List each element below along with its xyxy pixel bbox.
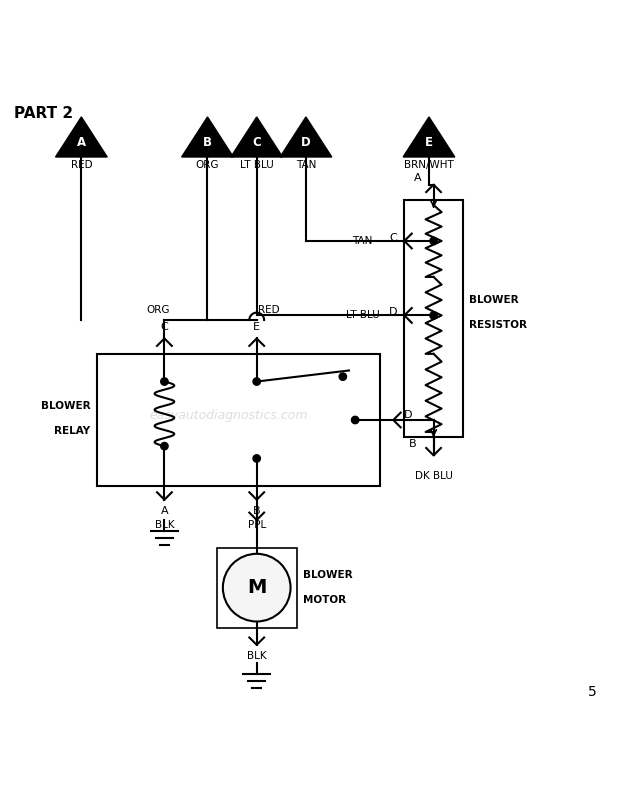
Text: C: C <box>389 233 397 243</box>
Text: D: D <box>389 307 397 318</box>
Circle shape <box>352 416 359 424</box>
Text: A: A <box>77 135 86 149</box>
Text: M: M <box>247 578 266 597</box>
Text: D: D <box>404 410 413 420</box>
Text: PART 2: PART 2 <box>14 106 73 122</box>
Polygon shape <box>280 117 332 157</box>
Circle shape <box>339 373 347 380</box>
Text: BLOWER: BLOWER <box>469 295 519 305</box>
Text: BLOWER: BLOWER <box>41 402 91 411</box>
Text: 5: 5 <box>588 686 596 699</box>
Text: E: E <box>253 322 260 332</box>
Text: E: E <box>425 135 433 149</box>
Circle shape <box>253 454 260 462</box>
Text: C: C <box>161 322 168 332</box>
Polygon shape <box>403 117 455 157</box>
Text: B: B <box>408 438 417 449</box>
Text: RESISTOR: RESISTOR <box>469 320 527 330</box>
Text: RELAY: RELAY <box>54 426 91 436</box>
Circle shape <box>161 442 168 450</box>
Text: RED: RED <box>70 160 92 170</box>
Bar <box>404 200 463 437</box>
Text: RED: RED <box>258 305 280 315</box>
Polygon shape <box>231 117 282 157</box>
Polygon shape <box>182 117 234 157</box>
Text: B: B <box>203 135 212 149</box>
Text: D: D <box>301 135 311 149</box>
Bar <box>97 354 379 486</box>
Text: DK BLU: DK BLU <box>415 470 452 481</box>
Text: A: A <box>161 506 168 516</box>
Text: BLK: BLK <box>154 520 174 530</box>
Text: LT BLU: LT BLU <box>346 310 379 321</box>
Polygon shape <box>56 117 107 157</box>
Text: A: A <box>415 173 422 183</box>
Text: BRN/WHT: BRN/WHT <box>404 160 454 170</box>
Bar <box>217 548 297 628</box>
Circle shape <box>161 378 168 386</box>
Text: C: C <box>252 135 261 149</box>
Text: ORG: ORG <box>146 305 170 315</box>
Text: BLK: BLK <box>247 651 266 661</box>
Text: BLOWER: BLOWER <box>303 570 352 580</box>
Text: B: B <box>253 506 261 516</box>
Text: easyautodiagnostics.com: easyautodiagnostics.com <box>150 409 308 422</box>
Text: PPL: PPL <box>248 520 266 530</box>
Text: MOTOR: MOTOR <box>303 595 346 605</box>
Text: TAN: TAN <box>296 160 316 170</box>
Text: ORG: ORG <box>196 160 219 170</box>
Circle shape <box>430 238 438 245</box>
Circle shape <box>253 378 260 386</box>
Circle shape <box>223 554 290 622</box>
Circle shape <box>430 312 438 319</box>
Text: LT BLU: LT BLU <box>240 160 274 170</box>
Text: TAN: TAN <box>352 236 373 246</box>
